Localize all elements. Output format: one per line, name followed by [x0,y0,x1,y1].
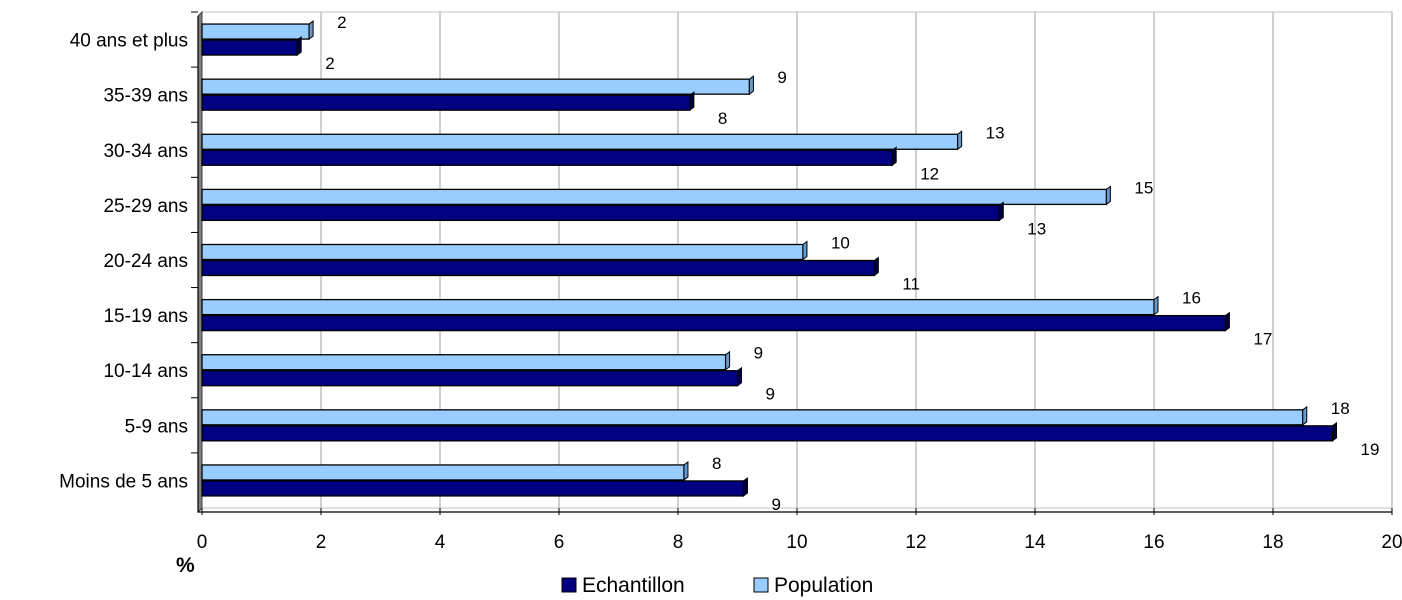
bar-side-echantillon [689,91,695,112]
bar-population [201,409,1304,426]
category-label: 40 ans et plus [70,31,188,52]
bar-side-echantillon [891,146,897,167]
x-tick-label: 10 [786,532,807,553]
x-tick-label: 16 [1143,532,1164,553]
data-label-population: 2 [337,13,346,32]
legend-item-population-label: Population [774,574,873,597]
bar-population [201,188,1108,206]
x-tick-label: 20 [1381,532,1402,553]
x-tick-label: 12 [905,532,926,553]
bars-layer [201,20,1337,497]
bar-echantillon [201,94,691,111]
bar-side-population [802,240,808,261]
legend-item-population-swatch [753,577,769,593]
data-label-echantillon: 12 [920,164,939,183]
bar-side-echantillon [998,201,1004,222]
data-label-echantillon: 19 [1361,440,1380,459]
bar-side-population [748,75,754,96]
category-label: 15-19 ans [103,306,188,327]
bar-population [201,23,310,40]
data-label-population: 18 [1331,399,1350,418]
data-label-population: 15 [1134,178,1153,197]
data-label-population: 10 [831,234,850,253]
data-label-population: 9 [777,68,786,87]
bar-population [201,298,1155,316]
bar-echantillon [201,314,1227,332]
category-label: 25-29 ans [103,196,188,217]
data-label-echantillon: 11 [902,275,920,294]
bar-population [201,133,959,150]
category-label: 10-14 ans [103,361,188,382]
bar-side-echantillon [1332,421,1337,442]
category-label: 35-39 ans [103,86,188,107]
x-axis-unit-label: % [176,554,195,577]
data-label-population: 16 [1182,289,1201,308]
bar-side-echantillon [737,366,742,387]
category-label: 5-9 ans [125,416,188,437]
data-label-population: 9 [754,344,763,363]
x-tick-label: 2 [316,532,327,553]
category-label: 20-24 ans [103,251,188,272]
bar-side-echantillon [1224,311,1230,332]
data-label-population: 8 [712,454,721,473]
data-label-population: 13 [986,123,1005,142]
data-label-echantillon: 9 [771,495,780,514]
data-label-echantillon: 9 [766,385,775,404]
bar-echantillon [201,39,298,56]
bar-side-population [957,130,963,151]
bar-echantillon [201,425,1334,442]
x-tick-label: 6 [554,532,565,553]
legend-item-echantillon-label: Echantillon [582,574,685,597]
bar-echantillon [201,204,1000,222]
x-tick-label: 18 [1262,532,1283,553]
bar-side-echantillon [742,476,748,497]
bar-side-population [683,460,689,481]
bar-population [201,464,685,481]
category-label: 30-34 ans [103,141,188,162]
x-tick-label: 14 [1024,532,1046,553]
legend-item-echantillon-swatch [561,577,577,593]
bar-side-population [1302,405,1308,426]
bar-side-population [1105,185,1111,206]
data-label-echantillon: 8 [718,109,727,128]
bar-echantillon [201,149,893,166]
data-label-echantillon: 13 [1027,219,1046,238]
category-label: Moins de 5 ans [59,471,188,492]
bar-population [201,243,804,261]
bar-side-echantillon [873,256,879,277]
labels-layer: 8 9 18 19 9 9 16 17 10 11 15 13 13 12 9 8 2 2 [325,13,1379,514]
x-tick-label: 4 [435,532,446,553]
bar-side-population [308,20,314,41]
legend: Echantillon Population [561,574,873,597]
data-label-echantillon: 17 [1253,330,1272,349]
bar-side-population [725,350,731,371]
bar-echantillon [201,370,739,387]
bar-population [201,354,727,371]
x-tick-label: 8 [673,532,684,553]
bar-echantillon [201,480,745,497]
data-label-echantillon: 2 [325,54,334,73]
bar-side-population [1153,295,1159,316]
bar-echantillon [201,259,875,277]
x-tick-label: 0 [197,532,208,553]
bar-population [201,78,751,95]
bar-side-echantillon [296,36,302,57]
axis-layer: 0 2 4 6 8 10 12 14 16 18 20 Moins de 5 ans 5-9 ans 10… [59,10,1402,553]
